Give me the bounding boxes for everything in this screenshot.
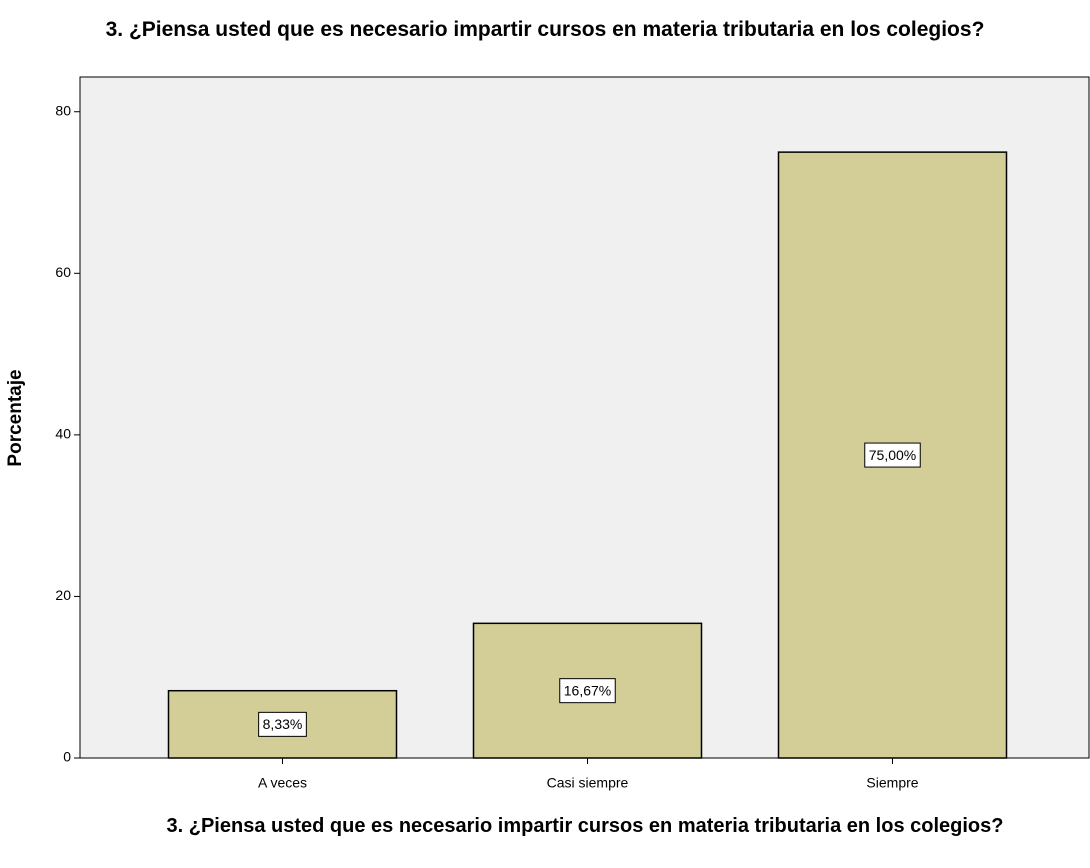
x-axis-label: 3. ¿Piensa usted que es necesario impart… xyxy=(166,815,1004,837)
y-tick-label: 40 xyxy=(55,426,71,442)
y-tick-label: 60 xyxy=(55,264,71,280)
y-tick-label: 0 xyxy=(63,749,71,765)
x-tick-label: Casi siempre xyxy=(547,775,629,791)
value-label: 8,33% xyxy=(263,716,303,732)
x-tick-label: A veces xyxy=(258,775,307,791)
y-tick-label: 80 xyxy=(55,102,71,118)
x-tick-label: Siempre xyxy=(866,775,918,791)
value-label: 75,00% xyxy=(869,447,916,463)
value-label-box xyxy=(864,442,921,468)
chart-title: 3. ¿Piensa usted que es necesario impart… xyxy=(105,18,985,41)
y-axis-label: Porcentaje xyxy=(5,369,26,466)
value-label: 16,67% xyxy=(564,682,611,698)
y-tick-label: 20 xyxy=(55,587,71,603)
value-label-box xyxy=(559,678,616,704)
value-label-box xyxy=(258,711,307,737)
